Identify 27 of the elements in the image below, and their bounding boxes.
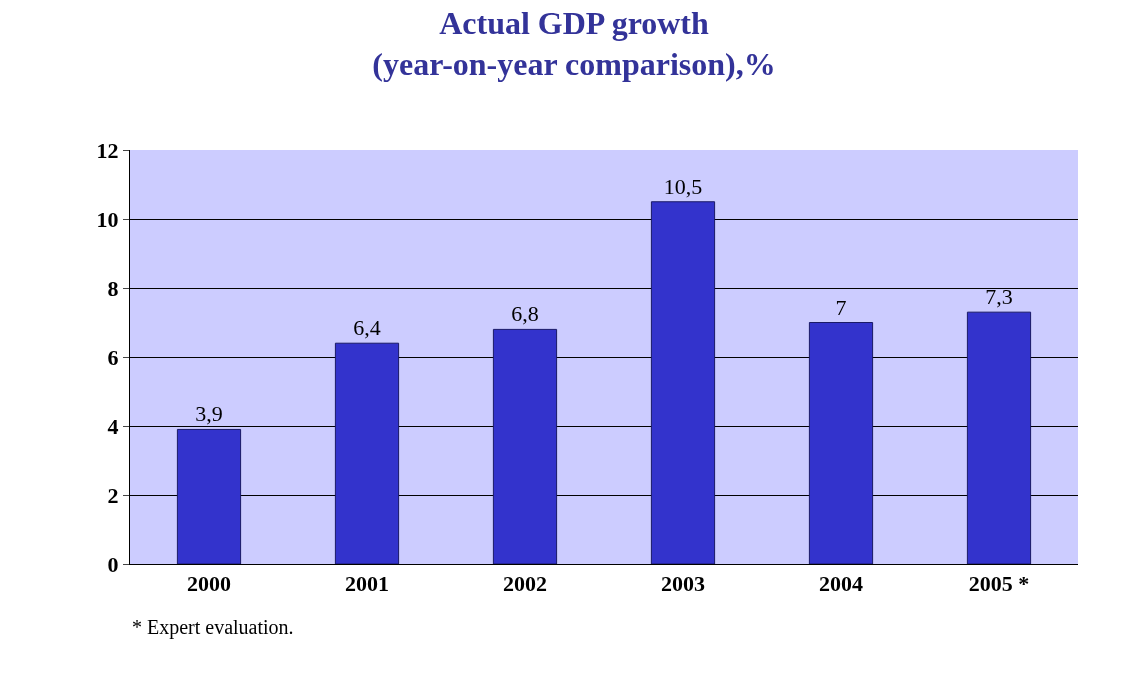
y-tick-label: 6 (107, 344, 119, 370)
chart-title: Actual GDP growth (year-on-year comparison),% (372, 4, 776, 83)
x-tick-label: 2002 (503, 571, 547, 597)
data-label: 10,5 (663, 173, 703, 199)
y-tick-label: 12 (96, 137, 119, 163)
x-tick-label: 2004 (819, 571, 863, 597)
bar (808, 322, 874, 564)
x-tick-label: 2005 * (968, 571, 1030, 597)
bar (650, 201, 716, 564)
y-tick-label: 4 (107, 413, 119, 439)
data-label: 7 (835, 294, 847, 320)
x-tick-label: 2000 (187, 571, 231, 597)
bar (176, 428, 242, 564)
data-label: 3,9 (195, 401, 223, 427)
y-tick-label: 0 (107, 551, 119, 577)
y-tick-label: 2 (107, 482, 119, 508)
data-label: 6,4 (353, 315, 381, 341)
x-tick-label: 2001 (345, 571, 389, 597)
x-tick-label: 2003 (661, 571, 705, 597)
bar (492, 328, 558, 564)
y-tick-label: 8 (107, 275, 119, 301)
bar (334, 342, 400, 564)
text: * Expert evaluation. (132, 616, 294, 639)
data-label: 7,3 (985, 284, 1013, 310)
y-tick-label: 10 (96, 206, 119, 232)
bar (966, 311, 1032, 564)
data-label: 6,8 (511, 301, 539, 327)
